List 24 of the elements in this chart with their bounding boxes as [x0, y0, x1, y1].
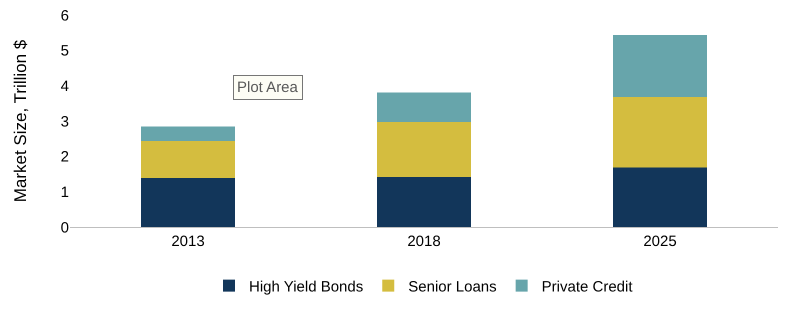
legend-label: Senior Loans	[408, 278, 497, 296]
x-tick-label: 2013	[171, 233, 205, 250]
bar	[140, 178, 236, 227]
y-axis-title: Market Size, Trillion $	[11, 39, 30, 202]
y-tick-label: 5	[60, 42, 69, 60]
bar	[376, 122, 472, 177]
y-tick-label: 4	[60, 78, 69, 95]
y-tick-label: 3	[60, 113, 69, 130]
bar	[376, 176, 472, 227]
bar	[612, 96, 708, 168]
x-tick-label: 2018	[407, 233, 441, 250]
bar	[612, 167, 708, 227]
bar	[612, 35, 708, 97]
bar	[140, 126, 236, 142]
legend-label: High Yield Bonds	[249, 278, 364, 296]
legend-label: Private Credit	[542, 278, 634, 296]
annotation: Plot Area	[237, 79, 299, 96]
bar	[140, 141, 236, 178]
y-tick-label: 2	[60, 148, 69, 166]
x-tick-label: 2025	[643, 233, 677, 250]
y-tick-label: 0	[60, 219, 69, 236]
y-tick-label: 6	[60, 7, 69, 24]
bar	[376, 92, 472, 122]
y-tick-label: 1	[60, 184, 69, 201]
